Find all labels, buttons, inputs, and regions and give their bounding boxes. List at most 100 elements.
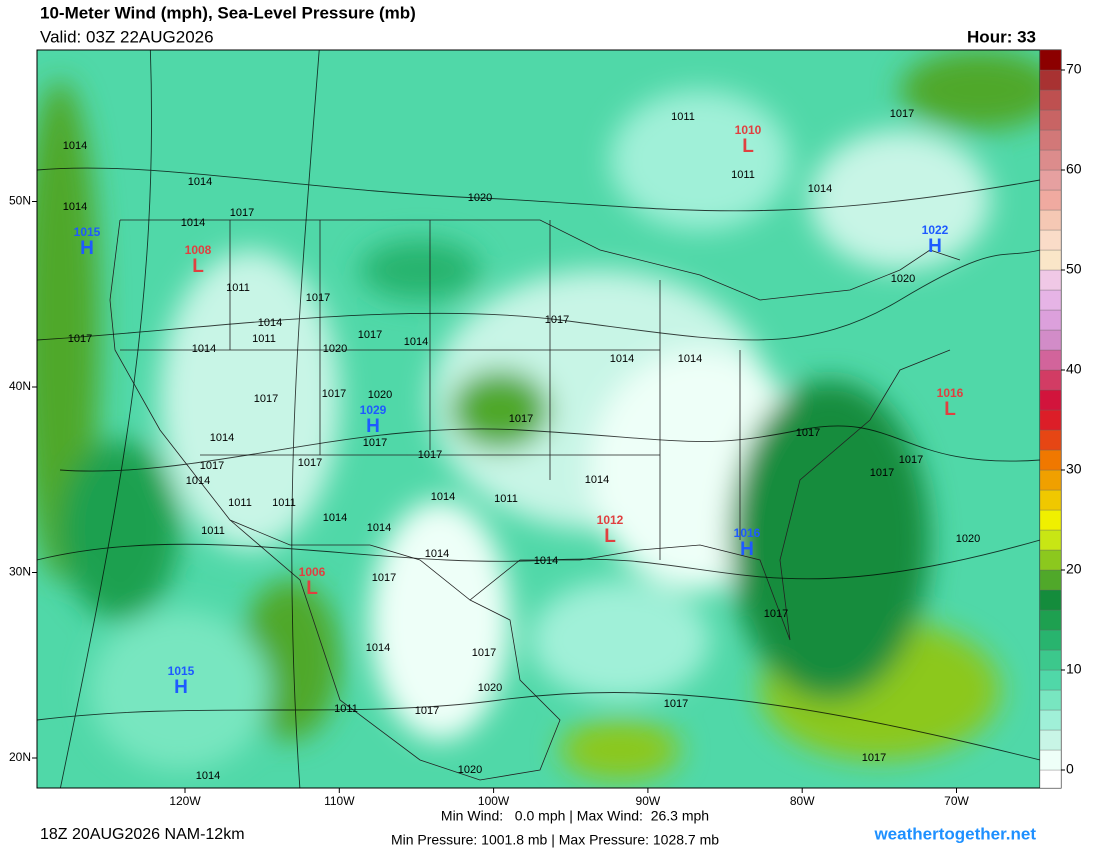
colorbar-band bbox=[1039, 569, 1062, 591]
isobar-label: 1014 bbox=[610, 353, 634, 365]
isobar-label: 1017 bbox=[472, 647, 496, 659]
lon-tick-label: 90W bbox=[636, 794, 661, 808]
isobar-label: 1017 bbox=[418, 449, 442, 461]
center-symbol: H bbox=[928, 236, 942, 257]
isobar-label: 1017 bbox=[664, 698, 688, 710]
isobar-label: 1011 bbox=[226, 282, 250, 294]
colorbar-band bbox=[1039, 469, 1062, 491]
isobar-label: 1020 bbox=[956, 533, 980, 545]
isobar-label: 1017 bbox=[230, 207, 254, 219]
isobar-label: 1014 bbox=[808, 183, 832, 195]
lat-tick-label: 40N bbox=[9, 379, 31, 393]
forecast-hour: Hour: 33 bbox=[967, 27, 1036, 46]
valid-time: Valid: 03Z 22AUG2026 bbox=[40, 27, 214, 46]
isobar-label: 1014 bbox=[431, 491, 455, 503]
center-value: 1022 bbox=[922, 223, 949, 237]
isobar-label: 1017 bbox=[68, 333, 92, 345]
isobar-label: 1017 bbox=[298, 457, 322, 469]
colorbar-band bbox=[1039, 749, 1062, 771]
isobar-label: 1017 bbox=[306, 292, 330, 304]
colorbar-tick-label: 20 bbox=[1066, 561, 1082, 577]
isobar-label: 1011 bbox=[334, 703, 358, 715]
colorbar-tick-label: 60 bbox=[1066, 161, 1082, 177]
center-symbol: L bbox=[742, 136, 754, 157]
colorbar-band bbox=[1039, 189, 1062, 211]
center-value: 1016 bbox=[937, 386, 964, 400]
colorbar-band bbox=[1039, 309, 1062, 331]
isobar-label: 1014 bbox=[186, 475, 210, 487]
wind-stats: Min Wind: 0.0 mph | Max Wind: 26.3 mph bbox=[441, 808, 709, 824]
colorbar-band bbox=[1039, 389, 1062, 411]
colorbar-band bbox=[1039, 49, 1062, 71]
isobar-label: 1011 bbox=[272, 497, 296, 509]
center-symbol: L bbox=[944, 399, 956, 420]
center-value: 1012 bbox=[597, 513, 624, 527]
isobar-label: 1011 bbox=[228, 497, 252, 509]
isobar-label: 1017 bbox=[796, 427, 820, 439]
lon-tick-label: 100W bbox=[478, 794, 510, 808]
colorbar-band bbox=[1039, 589, 1062, 611]
colorbar-tick-label: 0 bbox=[1066, 761, 1074, 777]
isobar-label: 1014 bbox=[534, 555, 558, 567]
isobar-label: 1014 bbox=[404, 336, 428, 348]
labels: 1011 1017 1014 1011 1014 1014 1020 1014 1014 1017… bbox=[63, 108, 980, 782]
colorbar-band bbox=[1039, 249, 1062, 271]
isobar-label: 1014 bbox=[367, 522, 391, 534]
isobar-label: 1017 bbox=[545, 314, 569, 326]
model-run: 18Z 20AUG2026 NAM-12km bbox=[40, 826, 245, 843]
lat-tick-label: 20N bbox=[9, 750, 31, 764]
isobar-label: 1014 bbox=[63, 201, 87, 213]
colorbar-tick-label: 70 bbox=[1066, 61, 1082, 77]
colorbar-band bbox=[1039, 89, 1062, 111]
lat-tick-label: 50N bbox=[9, 194, 31, 208]
isobar-label: 1014 bbox=[366, 642, 390, 654]
center-value: 1010 bbox=[735, 123, 762, 137]
isobar-label: 1017 bbox=[372, 572, 396, 584]
colorbar-band bbox=[1039, 109, 1062, 131]
colorbar-band bbox=[1039, 549, 1062, 571]
isobar-label: 1017 bbox=[415, 705, 439, 717]
colorbar-band bbox=[1039, 289, 1062, 311]
isobar-label: 1014 bbox=[210, 432, 234, 444]
isobar-label: 1017 bbox=[870, 467, 894, 479]
site-link[interactable]: weathertogether.net bbox=[873, 824, 1036, 843]
lon-tick-label: 120W bbox=[169, 794, 201, 808]
center-symbol: L bbox=[192, 256, 204, 277]
colorbar-band bbox=[1039, 709, 1062, 731]
pressure-stats: Min Pressure: 1001.8 mb | Max Pressure: … bbox=[391, 832, 719, 848]
colorbar-band bbox=[1039, 769, 1062, 789]
map-field bbox=[37, 50, 1040, 788]
lon-tick-label: 80W bbox=[790, 794, 815, 808]
colorbar-band bbox=[1039, 429, 1062, 451]
center-value: 1008 bbox=[185, 243, 212, 257]
isobar-label: 1014 bbox=[678, 353, 702, 365]
colorbar-band bbox=[1039, 149, 1062, 171]
colorbar-band bbox=[1039, 509, 1062, 531]
isobar-label: 1017 bbox=[254, 393, 278, 405]
isobar-label: 1017 bbox=[890, 108, 914, 120]
colorbar-band bbox=[1039, 689, 1062, 711]
isobar-label: 1020 bbox=[468, 192, 492, 204]
isobar-label: 1017 bbox=[509, 413, 533, 425]
colorbar-band bbox=[1039, 609, 1062, 631]
isobar-label: 1011 bbox=[494, 493, 518, 505]
lon-tick-label: 110W bbox=[324, 794, 355, 808]
isobar-label: 1011 bbox=[201, 525, 225, 537]
wind-shading bbox=[37, 50, 1040, 780]
colorbar-band bbox=[1039, 669, 1062, 691]
isobar-label: 1017 bbox=[322, 388, 346, 400]
isobar-label: 1020 bbox=[478, 682, 502, 694]
lat-tick-label: 30N bbox=[9, 565, 31, 579]
center-value: 1015 bbox=[168, 664, 195, 678]
isobar-label: 1017 bbox=[200, 460, 224, 472]
isobar-label: 1017 bbox=[764, 608, 788, 620]
isobar-label: 1014 bbox=[188, 176, 212, 188]
isobar-label: 1017 bbox=[363, 437, 387, 449]
center-symbol: H bbox=[366, 416, 380, 437]
isobar-label: 1014 bbox=[63, 140, 87, 152]
isobar-label: 1014 bbox=[181, 217, 205, 229]
isobar-label: 1011 bbox=[252, 333, 276, 345]
colorbar-tick-label: 30 bbox=[1066, 461, 1082, 477]
isobar-label: 1017 bbox=[899, 454, 923, 466]
